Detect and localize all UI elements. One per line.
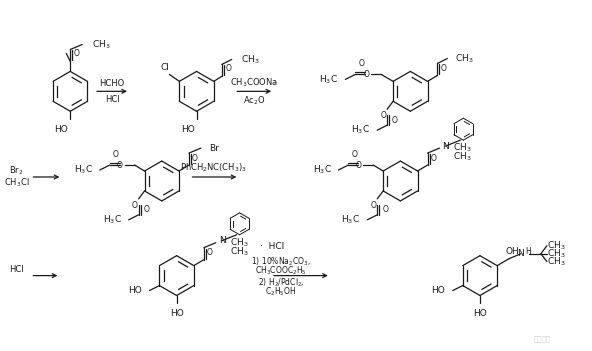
- Text: H$_3$C: H$_3$C: [351, 124, 370, 137]
- Text: HO: HO: [431, 286, 445, 295]
- Text: O: O: [430, 154, 436, 163]
- Text: O: O: [112, 150, 118, 159]
- Text: 1) 10%Na$_2$CO$_3$,: 1) 10%Na$_2$CO$_3$,: [251, 256, 311, 268]
- Text: CH$_3$Cl: CH$_3$Cl: [4, 177, 30, 189]
- Text: OH: OH: [505, 247, 519, 256]
- Text: O: O: [355, 160, 361, 170]
- Text: CH$_3$: CH$_3$: [547, 256, 565, 268]
- Text: CH$_3$: CH$_3$: [240, 53, 259, 66]
- Text: ·  HCl: · HCl: [259, 242, 284, 251]
- Text: CH$_3$COONa: CH$_3$COONa: [230, 76, 278, 88]
- Text: CH$_3$: CH$_3$: [230, 237, 248, 249]
- Text: PhCH$_2$NC(CH$_3$)$_3$: PhCH$_2$NC(CH$_3$)$_3$: [180, 162, 247, 174]
- Text: CH$_3$COOC$_2$H$_5$: CH$_3$COOC$_2$H$_5$: [255, 264, 307, 277]
- Text: HO: HO: [128, 286, 141, 295]
- Text: H: H: [525, 247, 531, 256]
- Text: CH$_3$: CH$_3$: [230, 245, 248, 258]
- Text: HCl: HCl: [105, 95, 120, 104]
- Text: CH$_3$: CH$_3$: [453, 142, 472, 154]
- Text: 2) H$_2$/PdCl$_2$,: 2) H$_2$/PdCl$_2$,: [258, 276, 304, 289]
- Text: HCl: HCl: [9, 265, 24, 274]
- Text: Br: Br: [209, 144, 218, 153]
- Text: C$_2$H$_5$OH: C$_2$H$_5$OH: [265, 285, 297, 298]
- Text: O: O: [207, 248, 213, 257]
- Text: Cl: Cl: [160, 63, 169, 72]
- Text: H$_3$C: H$_3$C: [320, 73, 339, 86]
- Text: H$_3$C: H$_3$C: [313, 164, 332, 176]
- Text: O: O: [117, 160, 123, 170]
- Text: CH$_3$: CH$_3$: [453, 151, 472, 163]
- Text: O: O: [143, 205, 149, 214]
- Text: O: O: [371, 201, 376, 210]
- Text: HO: HO: [54, 125, 68, 134]
- Text: HO: HO: [181, 125, 195, 134]
- Text: H$_3$C: H$_3$C: [342, 213, 361, 226]
- Text: O: O: [440, 64, 446, 73]
- Text: O: O: [358, 59, 364, 68]
- Text: N: N: [218, 236, 226, 245]
- Text: O: O: [352, 150, 357, 159]
- Text: Br$_2$: Br$_2$: [9, 165, 24, 177]
- Text: O: O: [382, 205, 388, 214]
- Text: N: N: [517, 249, 524, 258]
- Text: O: O: [226, 64, 231, 73]
- Text: CH$_3$: CH$_3$: [547, 247, 565, 260]
- Text: O: O: [131, 201, 137, 210]
- Text: O: O: [380, 111, 386, 120]
- Text: CH$_3$: CH$_3$: [455, 52, 474, 65]
- Text: HCHO: HCHO: [99, 79, 125, 88]
- Text: CH$_3$: CH$_3$: [92, 38, 111, 51]
- Text: 漫游翻化: 漫游翻化: [534, 335, 551, 342]
- Text: O: O: [363, 70, 369, 79]
- Text: Ac$_2$O: Ac$_2$O: [243, 94, 265, 107]
- Text: N: N: [442, 141, 449, 151]
- Text: H$_3$C: H$_3$C: [74, 164, 93, 176]
- Text: HO: HO: [170, 310, 184, 318]
- Text: O: O: [192, 154, 198, 163]
- Text: CH$_3$: CH$_3$: [547, 239, 565, 252]
- Text: HO: HO: [473, 310, 487, 318]
- Text: O: O: [73, 49, 79, 58]
- Text: O: O: [392, 116, 398, 125]
- Text: H$_3$C: H$_3$C: [103, 213, 121, 226]
